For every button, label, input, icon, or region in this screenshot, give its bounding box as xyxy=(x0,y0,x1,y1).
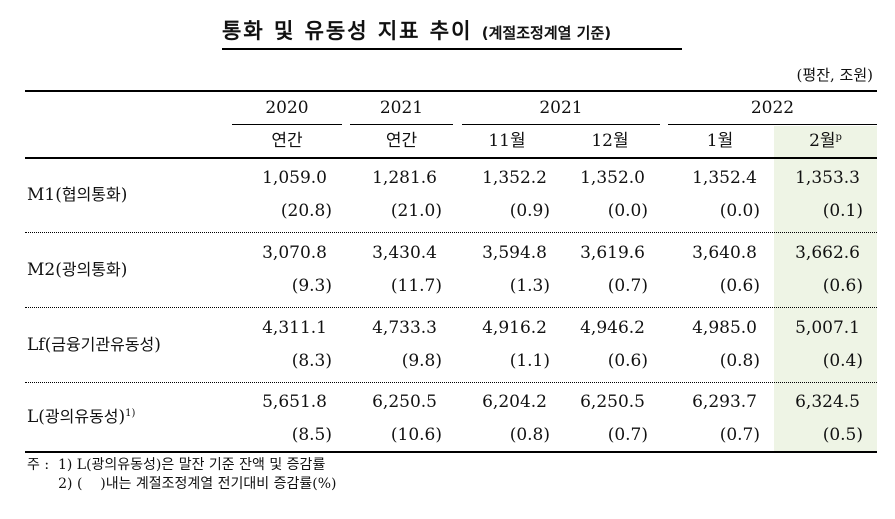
m1-dec-value: 1,352.0 xyxy=(580,168,645,188)
l-nov-change: (0.8) xyxy=(509,425,550,445)
row-label-lf: Lf(금융기관유동성) xyxy=(27,335,161,355)
m2-feb-value: 3,662.6 xyxy=(795,243,860,263)
footnote-1-ref: 1) xyxy=(125,408,136,419)
row-label-m2: M2(광의통화) xyxy=(27,260,128,280)
header-sub-annual-2021: 연간 xyxy=(385,131,418,151)
footnote-1: 주 : 1) L(광의유동성)은 말잔 기준 잔액 및 증감률 xyxy=(27,457,326,473)
lf-2021-value: 4,733.3 xyxy=(372,318,437,338)
lf-dec-change: (0.6) xyxy=(607,351,648,371)
header-sub-feb-label: 2월 xyxy=(809,131,836,151)
row-label-m1: M1(협의통화) xyxy=(27,185,128,205)
header-year-2020: 2020 xyxy=(265,98,309,118)
l-2021-value: 6,250.5 xyxy=(372,392,437,412)
m2-2020-change: (9.3) xyxy=(291,276,332,296)
m2-2021-value: 3,430.4 xyxy=(372,243,437,263)
footnote-2: 2) ( )내는 계절조정계열 전기대비 증감률(%) xyxy=(27,476,337,492)
row-divider xyxy=(25,307,877,308)
m1-feb-value: 1,353.3 xyxy=(795,168,860,188)
preliminary-mark: p xyxy=(835,132,842,143)
lf-jan-change: (0.8) xyxy=(719,351,760,371)
l-jan-change: (0.7) xyxy=(719,425,760,445)
header-sub-annual-2020: 연간 xyxy=(271,131,303,151)
lf-2021-change: (9.8) xyxy=(401,351,442,371)
title-subtitle: (계절조정계열 기준) xyxy=(481,24,612,42)
header-year-2021-monthly: 2021 xyxy=(539,98,583,118)
lf-2020-change: (8.3) xyxy=(291,351,332,371)
l-2020-value: 5,651.8 xyxy=(262,392,327,412)
m2-jan-change: (0.6) xyxy=(719,276,760,296)
m1-2020-value: 1,059.0 xyxy=(262,168,327,188)
header-sub-dec: 12월 xyxy=(591,131,629,151)
m1-feb-change: (0.1) xyxy=(822,201,863,221)
lf-jan-value: 4,985.0 xyxy=(692,318,757,338)
header-divider-2020 xyxy=(232,124,342,125)
lf-nov-change: (1.1) xyxy=(509,351,550,371)
m2-2020-value: 3,070.8 xyxy=(262,243,327,263)
unit-label: (평잔, 조원) xyxy=(796,66,873,84)
lf-feb-change: (0.4) xyxy=(822,351,863,371)
m1-dec-change: (0.0) xyxy=(607,201,648,221)
m1-jan-value: 1,352.4 xyxy=(692,168,757,188)
m2-feb-change: (0.6) xyxy=(822,276,863,296)
m2-nov-change: (1.3) xyxy=(509,276,550,296)
row-divider xyxy=(25,232,877,233)
m2-dec-change: (0.7) xyxy=(607,276,648,296)
header-divider-2021 xyxy=(350,124,453,125)
l-2021-change: (10.6) xyxy=(390,425,442,445)
l-2020-change: (8.5) xyxy=(291,425,332,445)
row-label-l: L(광의유동성)1) xyxy=(27,407,136,427)
lf-2020-value: 4,311.1 xyxy=(262,318,327,338)
l-dec-change: (0.7) xyxy=(607,425,648,445)
m1-nov-value: 1,352.2 xyxy=(482,168,547,188)
header-divider-2021-months xyxy=(462,124,660,125)
table-top-border xyxy=(25,90,877,92)
l-feb-value: 6,324.5 xyxy=(795,392,860,412)
m1-jan-change: (0.0) xyxy=(719,201,760,221)
table-title: 통화 및 유동성 지표 추이 (계절조정계열 기준) xyxy=(222,16,682,50)
m2-nov-value: 3,594.8 xyxy=(482,243,547,263)
m2-2021-change: (11.7) xyxy=(390,276,442,296)
m2-jan-value: 3,640.8 xyxy=(692,243,757,263)
m1-2021-value: 1,281.6 xyxy=(372,168,437,188)
m1-nov-change: (0.9) xyxy=(509,201,550,221)
row-divider xyxy=(25,382,877,383)
lf-nov-value: 4,916.2 xyxy=(482,318,547,338)
header-bottom-border xyxy=(25,157,877,159)
l-nov-value: 6,204.2 xyxy=(482,392,547,412)
lf-feb-value: 5,007.1 xyxy=(795,318,860,338)
header-sub-nov: 11월 xyxy=(488,131,526,151)
l-feb-change: (0.5) xyxy=(822,425,863,445)
header-sub-feb: 2월p xyxy=(774,130,877,152)
l-jan-value: 6,293.7 xyxy=(692,392,757,412)
l-dec-value: 6,250.5 xyxy=(580,392,645,412)
table-bottom-border xyxy=(25,451,877,453)
lf-dec-value: 4,946.2 xyxy=(580,318,645,338)
m1-2021-change: (21.0) xyxy=(390,201,442,221)
m1-2020-change: (20.8) xyxy=(280,201,332,221)
highlight-column-feb xyxy=(774,126,877,452)
header-sub-jan: 1월 xyxy=(706,131,734,151)
header-divider-2022 xyxy=(668,124,877,125)
m2-dec-value: 3,619.6 xyxy=(580,243,645,263)
header-year-2021: 2021 xyxy=(379,98,424,118)
header-year-2022: 2022 xyxy=(750,98,795,118)
title-main: 통화 및 유동성 지표 추이 xyxy=(222,19,473,43)
